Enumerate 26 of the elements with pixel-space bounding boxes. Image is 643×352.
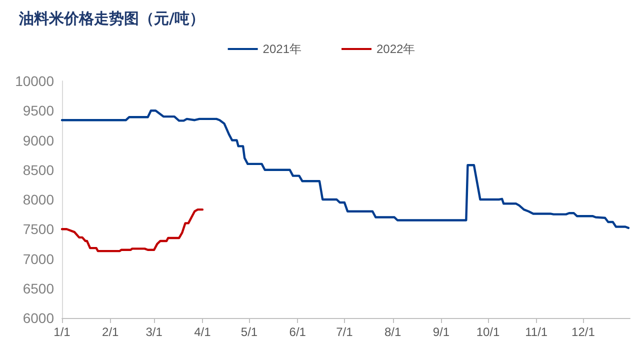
y-tick-label: 9500 <box>22 102 54 119</box>
legend-label: 2021年 <box>262 42 302 56</box>
x-tick-label: 1/1 <box>54 325 71 339</box>
chart-title: 油料米价格走势图（元/吨） <box>18 10 204 28</box>
y-tick-label: 10000 <box>15 73 54 89</box>
x-tick-label: 3/1 <box>146 325 163 339</box>
x-tick-label: 10/1 <box>476 325 500 339</box>
y-tick-label: 8500 <box>22 162 54 178</box>
line-series <box>60 110 630 230</box>
x-tick-label: 8/1 <box>384 325 402 339</box>
y-tick-label: 8000 <box>22 192 54 208</box>
y-tick-label: 6500 <box>22 280 54 296</box>
legend-label: 2022年 <box>376 42 416 56</box>
y-tick-label: 7500 <box>22 221 54 238</box>
line-series <box>60 208 204 252</box>
x-tick-label: 4/1 <box>194 325 212 339</box>
x-tick-label: 5/1 <box>240 325 258 339</box>
y-tick-label: 7000 <box>22 250 54 267</box>
x-tick-label: 7/1 <box>336 325 354 339</box>
x-tick-label: 2/1 <box>102 325 120 339</box>
x-tick-label: 12/1 <box>572 325 596 339</box>
x-tick-label: 6/1 <box>289 325 306 339</box>
y-tick-label: 9000 <box>22 132 54 148</box>
x-tick-label: 9/1 <box>432 325 450 339</box>
y-tick-label: 6000 <box>22 310 54 326</box>
x-tick-label: 11/1 <box>525 325 548 339</box>
